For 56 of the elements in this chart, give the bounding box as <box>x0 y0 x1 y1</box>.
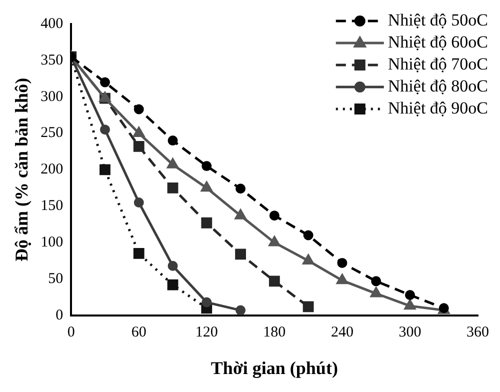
point <box>134 104 144 114</box>
point <box>202 161 212 172</box>
point <box>268 236 281 246</box>
x-tick-label: 180 <box>263 324 286 340</box>
point <box>168 260 178 271</box>
point <box>167 182 178 194</box>
point <box>371 276 382 286</box>
legend-label: Nhiệt độ 50oC <box>388 10 488 30</box>
point <box>404 290 415 300</box>
x-axis-title: Thời gian (phút) <box>210 358 338 378</box>
point <box>234 208 247 220</box>
legend-label: Nhiệt độ 60oC <box>388 32 488 52</box>
legend-label: Nhiệt độ 70oC <box>388 54 488 74</box>
y-tick-label: 300 <box>40 88 64 105</box>
point <box>167 279 178 290</box>
point <box>100 124 110 135</box>
point <box>370 286 382 298</box>
point <box>303 230 314 240</box>
y-tick-label: 350 <box>40 52 64 68</box>
legend-label: Nhiệt độ 90oC <box>388 98 488 118</box>
point <box>166 158 179 168</box>
point <box>302 254 314 265</box>
y-tick-label: 0 <box>56 307 64 324</box>
point <box>201 217 212 228</box>
point <box>132 126 146 138</box>
x-tick-label: 120 <box>195 324 218 340</box>
x-tick-label: 300 <box>398 324 422 340</box>
x-tick-label: 60 <box>131 324 146 340</box>
point <box>236 184 246 194</box>
y-tick-label: 200 <box>40 162 64 178</box>
point <box>302 301 314 312</box>
y-tick-label: 100 <box>40 234 64 250</box>
y-axis-title: Độ ẩm (% căn bản khô) <box>11 78 32 262</box>
y-tick-label: 400 <box>40 16 64 32</box>
point <box>133 140 144 152</box>
y-tick-label: 250 <box>40 125 64 142</box>
point <box>168 136 178 146</box>
point <box>202 297 212 308</box>
point <box>268 276 280 287</box>
point <box>337 258 348 268</box>
y-tick-label: 50 <box>48 270 64 287</box>
point <box>100 164 110 176</box>
point <box>236 305 246 316</box>
x-tick-label: 240 <box>330 324 354 340</box>
x-tick-label: 360 <box>466 324 489 340</box>
y-tick-label: 150 <box>40 198 64 214</box>
legend-label: Nhiệt độ 80oC <box>388 76 488 96</box>
point <box>134 197 144 208</box>
x-tick-label: 0 <box>67 324 75 340</box>
point <box>336 273 348 284</box>
point <box>269 210 280 221</box>
point <box>200 180 213 192</box>
point <box>404 298 416 310</box>
point <box>235 248 246 260</box>
point <box>100 77 110 88</box>
point <box>133 248 144 259</box>
